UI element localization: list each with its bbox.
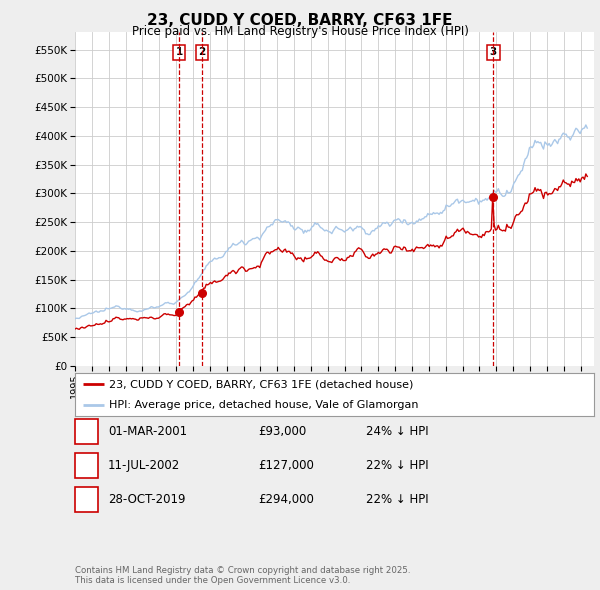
Text: £294,000: £294,000	[258, 493, 314, 506]
Text: Price paid vs. HM Land Registry's House Price Index (HPI): Price paid vs. HM Land Registry's House …	[131, 25, 469, 38]
Text: HPI: Average price, detached house, Vale of Glamorgan: HPI: Average price, detached house, Vale…	[109, 401, 418, 410]
Text: 01-MAR-2001: 01-MAR-2001	[108, 425, 187, 438]
Text: 22% ↓ HPI: 22% ↓ HPI	[366, 493, 428, 506]
Text: 1: 1	[82, 425, 91, 438]
Text: 2: 2	[82, 459, 91, 472]
Text: 3: 3	[490, 47, 497, 57]
Text: 3: 3	[82, 493, 91, 506]
Text: 23, CUDD Y COED, BARRY, CF63 1FE (detached house): 23, CUDD Y COED, BARRY, CF63 1FE (detach…	[109, 379, 413, 389]
Text: 28-OCT-2019: 28-OCT-2019	[108, 493, 185, 506]
Text: 1: 1	[175, 47, 182, 57]
Text: Contains HM Land Registry data © Crown copyright and database right 2025.
This d: Contains HM Land Registry data © Crown c…	[75, 566, 410, 585]
Text: £127,000: £127,000	[258, 459, 314, 472]
Text: 23, CUDD Y COED, BARRY, CF63 1FE: 23, CUDD Y COED, BARRY, CF63 1FE	[147, 13, 453, 28]
Text: 24% ↓ HPI: 24% ↓ HPI	[366, 425, 428, 438]
Text: 11-JUL-2002: 11-JUL-2002	[108, 459, 180, 472]
Text: £93,000: £93,000	[258, 425, 306, 438]
Text: 22% ↓ HPI: 22% ↓ HPI	[366, 459, 428, 472]
Text: 2: 2	[198, 47, 206, 57]
